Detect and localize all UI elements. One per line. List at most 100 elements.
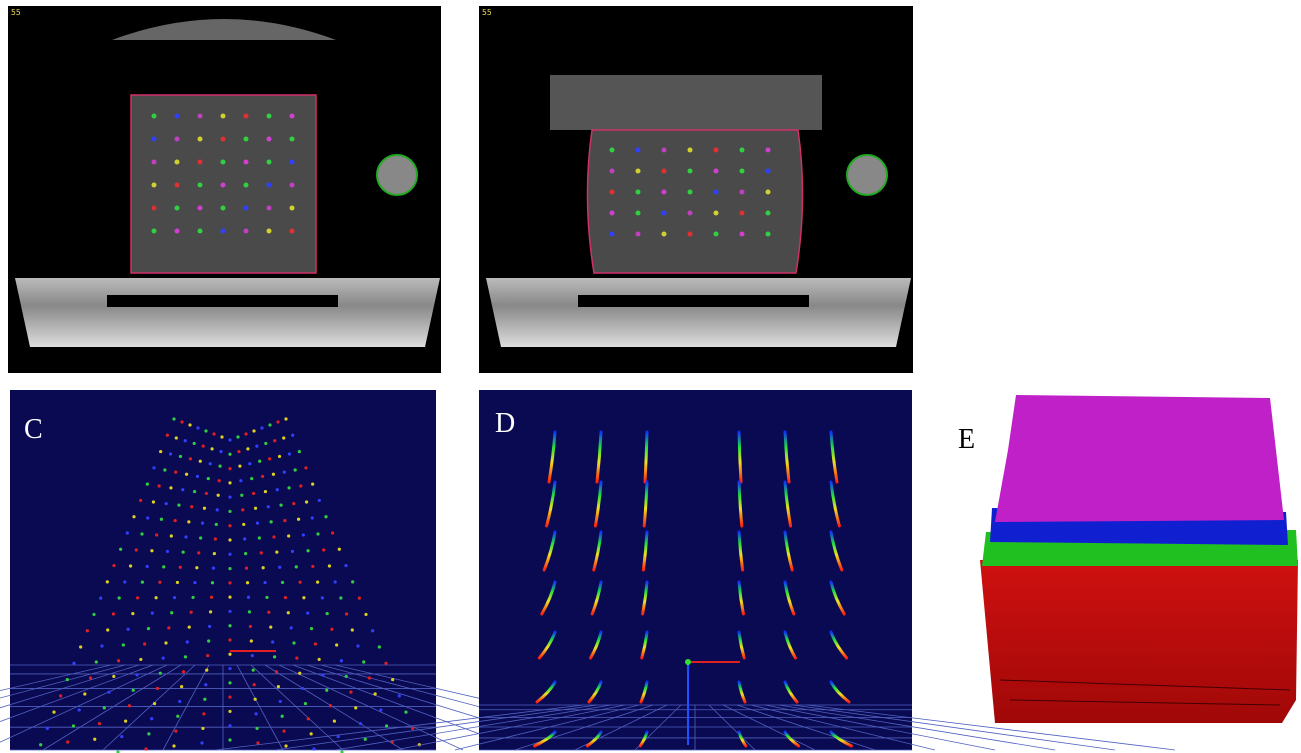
marker-dot [175, 114, 180, 119]
point [297, 518, 300, 521]
point [174, 730, 177, 733]
point [126, 531, 129, 534]
marker-dot [244, 229, 249, 234]
point [261, 475, 264, 478]
point [179, 455, 182, 458]
point [275, 670, 278, 673]
point [345, 675, 348, 678]
point [228, 610, 231, 613]
point [279, 504, 282, 507]
point [141, 581, 144, 584]
point [310, 627, 313, 630]
point [128, 704, 131, 707]
point [314, 642, 317, 645]
point [162, 657, 165, 660]
point [364, 738, 367, 741]
point [209, 610, 212, 613]
point [187, 520, 190, 523]
point [213, 552, 216, 555]
point [311, 516, 314, 519]
point [173, 596, 176, 599]
point [72, 662, 75, 665]
point [254, 712, 257, 715]
point [195, 566, 198, 569]
point [228, 481, 231, 484]
phantom [587, 130, 802, 273]
point [282, 436, 285, 439]
marker-dot [175, 160, 180, 165]
point [307, 717, 310, 720]
point [268, 457, 271, 460]
point [318, 499, 321, 502]
point [364, 613, 367, 616]
point [89, 676, 92, 679]
point [321, 596, 324, 599]
point [205, 492, 208, 495]
point [316, 532, 319, 535]
point [215, 523, 218, 526]
point [118, 596, 121, 599]
point [255, 445, 258, 448]
point [325, 689, 328, 692]
point [147, 732, 150, 735]
point [267, 505, 270, 508]
point [368, 676, 371, 679]
point [349, 691, 352, 694]
point [324, 515, 327, 518]
marker-dot [766, 148, 771, 153]
point [153, 702, 156, 705]
point [146, 565, 149, 568]
marker-dot [766, 169, 771, 174]
point [228, 524, 231, 527]
marker-dot [221, 206, 226, 211]
point [46, 727, 49, 730]
point [203, 698, 206, 701]
marker-dot [740, 148, 745, 153]
point [100, 644, 103, 647]
point [205, 669, 208, 672]
point [206, 654, 209, 657]
point [175, 436, 178, 439]
point [292, 502, 295, 505]
marker-dot [175, 183, 180, 188]
point [132, 689, 135, 692]
point [311, 483, 314, 486]
point [66, 678, 69, 681]
marker-dot [175, 206, 180, 211]
panel-label: C [24, 414, 43, 445]
point [112, 612, 115, 615]
point [193, 442, 196, 445]
figure: 55 A 55 B C D E [0, 0, 1301, 753]
point [86, 629, 89, 632]
point [189, 457, 192, 460]
point [321, 673, 324, 676]
point [276, 488, 279, 491]
point [238, 465, 241, 468]
point [95, 660, 98, 663]
marker-dot [714, 169, 719, 174]
point [356, 644, 359, 647]
point [385, 724, 388, 727]
point [391, 678, 394, 681]
point [271, 640, 274, 643]
marker-dot [198, 114, 203, 119]
point [246, 581, 249, 584]
point [374, 692, 377, 695]
reference-disc [847, 155, 887, 195]
point [204, 429, 207, 432]
marker-dot [267, 137, 272, 142]
marker-dot [740, 211, 745, 216]
point [345, 612, 348, 615]
point [255, 727, 258, 730]
point [135, 673, 138, 676]
point [186, 640, 189, 643]
point [228, 681, 231, 684]
point [354, 706, 357, 709]
marker-dot [290, 160, 295, 165]
point [66, 740, 69, 743]
marker-dot [766, 190, 771, 195]
point [162, 565, 165, 568]
point [260, 426, 263, 429]
point [298, 581, 301, 584]
point [172, 744, 175, 747]
